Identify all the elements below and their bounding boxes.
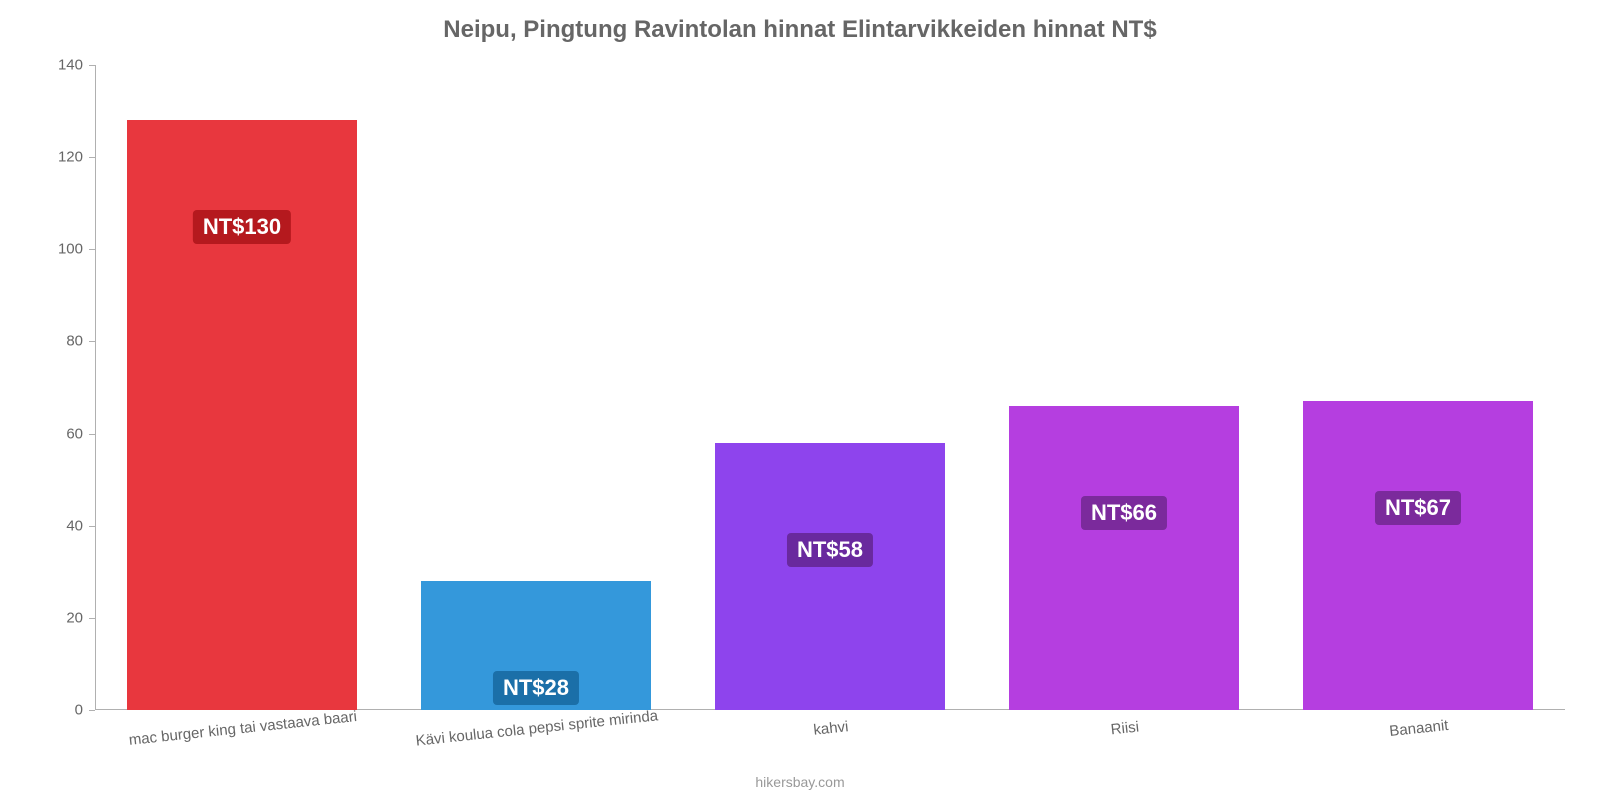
y-tick-mark bbox=[89, 710, 95, 711]
bars-container: NT$130 NT$28 NT$58 NT$66 NT$67 bbox=[95, 65, 1565, 710]
x-tick-label: Riisi bbox=[1110, 719, 1140, 739]
bar: NT$130 bbox=[127, 120, 356, 710]
bar-value-label: NT$67 bbox=[1375, 491, 1461, 525]
x-tick-label: mac burger king tai vastaava baari bbox=[128, 708, 358, 749]
bar-value-label: NT$130 bbox=[193, 210, 291, 244]
bar: NT$28 bbox=[421, 581, 650, 710]
y-tick-mark bbox=[89, 526, 95, 527]
bar-value-label: NT$66 bbox=[1081, 496, 1167, 530]
y-tick-mark bbox=[89, 618, 95, 619]
y-tick-mark bbox=[89, 65, 95, 66]
x-tick-label: kahvi bbox=[813, 718, 850, 739]
plot-area: NT$130NT$28NT$58NT$66NT$67 0204060801001… bbox=[95, 65, 1565, 710]
x-tick-label: Kävi koulua cola pepsi sprite mirinda bbox=[415, 707, 659, 749]
y-tick-mark bbox=[89, 249, 95, 250]
y-tick-mark bbox=[89, 157, 95, 158]
bar-value-label: NT$58 bbox=[787, 533, 873, 567]
bar: NT$58 bbox=[715, 443, 944, 710]
y-tick-mark bbox=[89, 434, 95, 435]
y-tick-mark bbox=[89, 341, 95, 342]
chart-title: Neipu, Pingtung Ravintolan hinnat Elinta… bbox=[0, 16, 1600, 44]
bar: NT$67 bbox=[1303, 401, 1532, 710]
price-bar-chart: Neipu, Pingtung Ravintolan hinnat Elinta… bbox=[0, 0, 1600, 800]
credit-text: hikersbay.com bbox=[0, 774, 1600, 790]
bar-value-label: NT$28 bbox=[493, 671, 579, 705]
bar: NT$66 bbox=[1009, 406, 1238, 710]
x-tick-label: Banaanit bbox=[1389, 717, 1450, 740]
